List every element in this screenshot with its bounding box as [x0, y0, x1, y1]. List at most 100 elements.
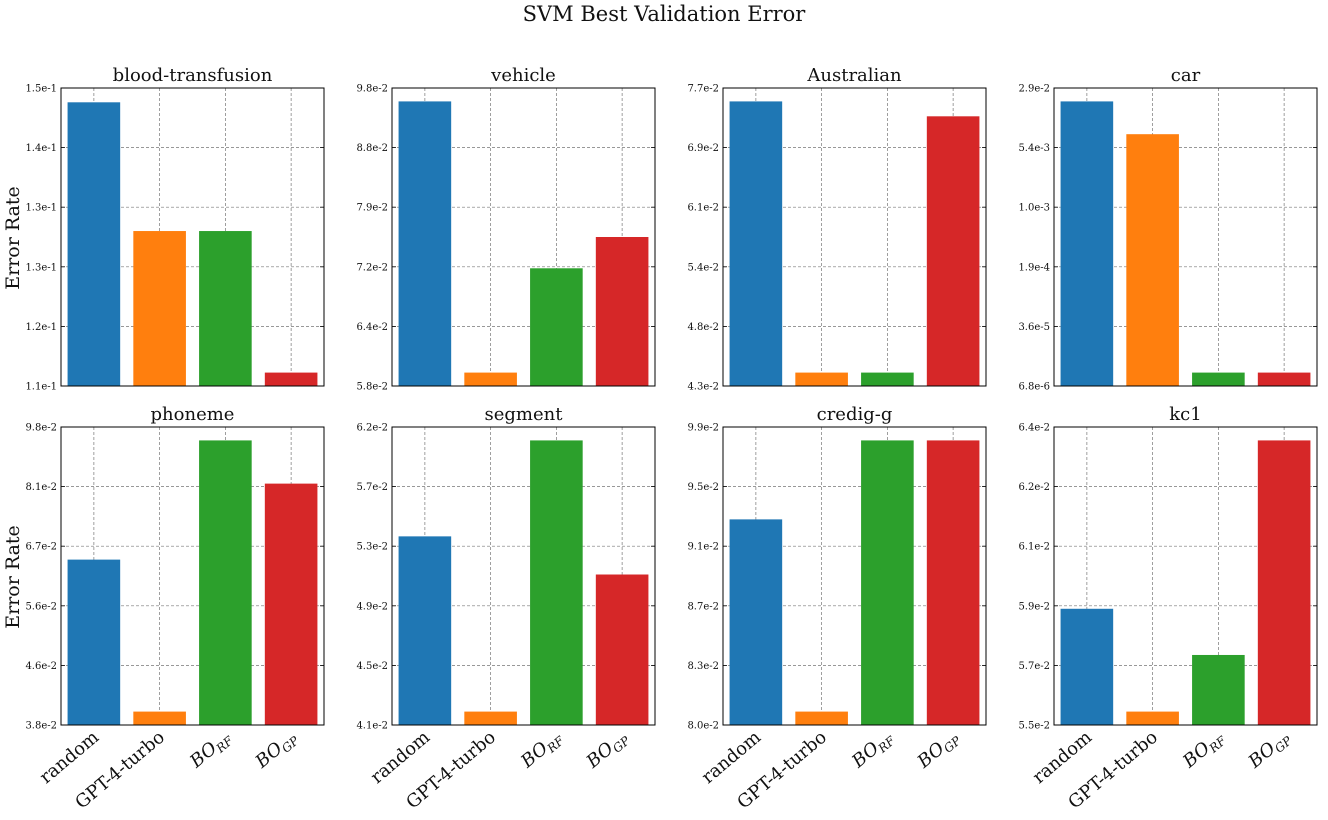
y-tick-label: 8.8e-2: [356, 143, 388, 154]
x-tick-label: BOGP: [913, 726, 964, 774]
bar-bo-gp: [595, 574, 649, 725]
y-tick-label: 6.2e-2: [1018, 482, 1050, 493]
y-tick-label: 5.7e-2: [1018, 661, 1050, 672]
y-tick-label: 8.0e-2: [687, 721, 719, 732]
y-tick-label: 1.5e-1: [25, 84, 57, 95]
y-tick-label: 5.9e-2: [1018, 601, 1050, 612]
y-tick-label: 5.4e-3: [1018, 143, 1050, 154]
axes-frame: [60, 426, 325, 726]
bar-bo-rf: [1192, 654, 1245, 725]
y-tick-label: 7.7e-2: [687, 84, 719, 95]
x-tick-label: BOGP: [251, 726, 302, 774]
y-tick-label: 6.9e-2: [687, 143, 719, 154]
y-tick-label: 1.2e-1: [25, 322, 57, 333]
y-tick-label: 8.1e-2: [25, 482, 57, 493]
bar-random: [729, 519, 783, 725]
panel-title: vehicle: [490, 65, 556, 86]
bar-bo-gp: [264, 483, 318, 725]
y-tick-label: 5.3e-2: [356, 542, 388, 553]
bar-gpt-4-turbo: [464, 372, 517, 386]
x-tick-label: BOGP: [582, 726, 633, 774]
axes-frame: [1053, 87, 1318, 387]
bar-bo-rf: [1192, 372, 1245, 386]
bar-gpt-4-turbo: [464, 711, 517, 725]
y-tick-label: 6.2e-2: [356, 423, 388, 434]
y-tick-label: 5.5e-2: [1018, 721, 1050, 732]
bar-bo-gp: [1257, 372, 1311, 386]
bar-bo-rf: [861, 440, 914, 725]
x-tick-label: BORF: [516, 726, 567, 774]
y-tick-label: 5.4e-2: [687, 262, 719, 273]
y-tick-label: 6.1e-2: [687, 203, 719, 214]
bar-random: [67, 102, 121, 386]
y-tick-label: 1.3e-1: [25, 262, 57, 273]
y-tick-label: 1.1e-1: [25, 382, 57, 393]
bar-bo-rf: [861, 372, 914, 386]
y-tick-label: 2.9e-2: [1018, 84, 1050, 95]
panel-title: kc1: [1169, 404, 1201, 425]
y-tick-label: 1.4e-1: [25, 143, 57, 154]
axes-frame: [391, 87, 656, 387]
y-tick-label: 1.0e-3: [1018, 203, 1050, 214]
bar-bo-gp: [926, 440, 980, 725]
bar-bo-gp: [926, 116, 980, 386]
y-tick-label: 9.9e-2: [687, 423, 719, 434]
bar-gpt-4-turbo: [1126, 711, 1179, 725]
panel-title: blood-transfusion: [113, 65, 273, 86]
axes-frame: [391, 426, 656, 726]
y-tick-label: 6.7e-2: [25, 542, 57, 553]
panel-phoneme: phoneme 9.8e-2 8.1e-2 6.7e-2 5.6e-2 4.6e-2 3.8…: [25, 404, 325, 813]
y-tick-label: 4.3e-2: [687, 382, 719, 393]
y-tick-label: 5.6e-2: [25, 601, 57, 612]
bar-bo-rf: [530, 440, 583, 725]
y-tick-label: 4.6e-2: [25, 661, 57, 672]
y-tick-label: 4.8e-2: [687, 322, 719, 333]
y-tick-label: 9.8e-2: [25, 423, 57, 434]
y-tick-label: 4.9e-2: [356, 601, 388, 612]
y-tick-label: 7.2e-2: [356, 262, 388, 273]
x-tick-label: BORF: [1178, 726, 1229, 774]
y-tick-label: 7.9e-2: [356, 203, 388, 214]
panels-container: blood-transfusion 1.5e-1 1.4e-1 1.3e-1 1.3e-…: [25, 65, 1318, 813]
y-tick-label: 9.8e-2: [356, 84, 388, 95]
bar-random: [729, 101, 783, 386]
bar-random: [398, 101, 452, 386]
bar-random: [67, 559, 121, 725]
bar-gpt-4-turbo: [1126, 134, 1179, 386]
axes-frame: [1053, 426, 1318, 726]
axes-frame: [722, 426, 987, 726]
y-tick-label: 8.3e-2: [687, 661, 719, 672]
bar-gpt-4-turbo: [795, 372, 848, 386]
y-tick-label: 6.8e-6: [1018, 382, 1050, 393]
panel-blood-transfusion: blood-transfusion 1.5e-1 1.4e-1 1.3e-1 1.3e-…: [25, 65, 325, 393]
bar-bo-rf: [199, 440, 252, 725]
panel-car: car 2.9e-2 5.4e-3 1.0e-3 1.9e-4 3.6e-5 6.8e-6: [1018, 65, 1318, 393]
bar-random: [1060, 608, 1114, 725]
y-tick-label: 9.1e-2: [687, 542, 719, 553]
y-tick-label: 5.7e-2: [356, 482, 388, 493]
panel-kc1: kc16.4e-26.2e-26.1e-25.9e-25.7e-25.5e-2r…: [1018, 404, 1318, 813]
bar-random: [398, 536, 452, 725]
y-tick-label: 9.5e-2: [687, 482, 719, 493]
bar-bo-rf: [199, 231, 252, 386]
axes-frame: [722, 87, 987, 387]
y-tick-label: 1.9e-4: [1018, 262, 1050, 273]
figure-title: SVM Best Validation Error: [523, 2, 807, 26]
x-tick-label: BOGP: [1244, 726, 1295, 774]
bar-gpt-4-turbo: [133, 231, 186, 386]
bar-gpt-4-turbo: [133, 711, 186, 725]
panel-title: credig-g: [817, 404, 893, 425]
panel-title: phoneme: [151, 404, 235, 425]
x-tick-label: BORF: [847, 726, 898, 774]
axes-frame: [60, 87, 325, 387]
panel-australian: Australian 7.7e-2 6.9e-2 6.1e-2 5.4e-2 4.8e-2…: [687, 65, 987, 393]
bar-bo-gp: [1257, 440, 1311, 725]
y-axis-label-row-1: Error Rate: [2, 186, 24, 290]
panel-vehicle: vehicle 9.8e-2 8.8e-2 7.9e-2 7.2e-2 6.4e-2 5.8…: [356, 65, 656, 393]
panel-segment: segment 6.2e-2 5.7e-2 5.3e-2 4.9e-2 4.5e-2 4.1…: [356, 404, 656, 813]
y-tick-label: 4.5e-2: [356, 661, 388, 672]
panel-title: car: [1171, 65, 1201, 86]
y-tick-label: 4.1e-2: [356, 721, 388, 732]
y-axis-label-row-2: Error Rate: [2, 525, 24, 629]
